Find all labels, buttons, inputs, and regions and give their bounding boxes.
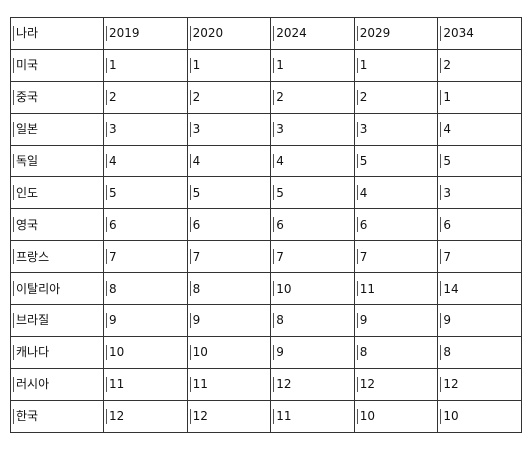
rank-cell: 7 — [186, 240, 272, 274]
rank-cell: 5 — [437, 144, 522, 178]
country-cell: 중국 — [10, 80, 104, 114]
rank-cell: 12 — [186, 399, 272, 433]
rank-cell: 7 — [103, 240, 188, 274]
country-cell: 영국 — [10, 208, 104, 242]
rank-cell: 3 — [437, 176, 522, 210]
rank-cell: 8 — [353, 335, 439, 369]
rank-cell: 2 — [270, 80, 355, 114]
rank-cell: 12 — [270, 367, 355, 401]
header-year-2034: 2034 — [437, 17, 522, 50]
rank-cell: 3 — [186, 112, 272, 146]
table-row: 러시아 11 11 12 12 12 — [10, 367, 522, 401]
rank-cell: 8 — [437, 335, 522, 369]
rank-cell: 4 — [270, 144, 355, 178]
rank-cell: 3 — [270, 112, 355, 146]
country-cell: 한국 — [10, 399, 104, 433]
rank-cell: 7 — [353, 240, 439, 274]
rank-cell: 11 — [353, 272, 439, 306]
rank-cell: 10 — [437, 399, 522, 433]
rank-cell: 12 — [353, 367, 439, 401]
header-year-2020: 2020 — [186, 17, 272, 50]
rank-cell: 8 — [103, 272, 188, 306]
country-cell: 미국 — [10, 48, 104, 82]
table-row: 미국 1 1 1 1 2 — [10, 48, 522, 82]
rank-cell: 8 — [186, 272, 272, 306]
table-row: 프랑스 7 7 7 7 7 — [10, 240, 522, 274]
rank-cell: 7 — [270, 240, 355, 274]
header-year-2029: 2029 — [353, 17, 439, 50]
rank-cell: 2 — [353, 80, 439, 114]
header-country: 나라 — [10, 17, 104, 50]
country-cell: 브라질 — [10, 304, 104, 337]
table-row: 중국 2 2 2 2 1 — [10, 80, 522, 114]
country-cell: 러시아 — [10, 367, 104, 401]
rank-cell: 6 — [186, 208, 272, 242]
table-header-row: 나라 2019 2020 2024 2029 2034 — [10, 17, 522, 50]
rank-cell: 2 — [437, 48, 522, 82]
rank-cell: 11 — [270, 399, 355, 433]
table-row: 캐나다 10 10 9 8 8 — [10, 335, 522, 369]
rank-cell: 12 — [103, 399, 188, 433]
rank-cell: 4 — [103, 144, 188, 178]
table-body: 나라 2019 2020 2024 2029 2034 미국 1 1 1 1 2… — [10, 17, 522, 433]
rank-cell: 5 — [186, 176, 272, 210]
rank-cell: 4 — [353, 176, 439, 210]
rank-cell: 5 — [103, 176, 188, 210]
table-row: 한국 12 12 11 10 10 — [10, 399, 522, 433]
rank-cell: 9 — [437, 304, 522, 337]
header-year-2024: 2024 — [270, 17, 355, 50]
rank-cell: 1 — [353, 48, 439, 82]
rank-cell: 10 — [270, 272, 355, 306]
rank-cell: 1 — [103, 48, 188, 82]
rank-cell: 9 — [186, 304, 272, 337]
rank-cell: 6 — [353, 208, 439, 242]
table-row: 이탈리아 8 8 10 11 14 — [10, 272, 522, 306]
rank-cell: 2 — [103, 80, 188, 114]
country-cell: 인도 — [10, 176, 104, 210]
rank-cell: 1 — [186, 48, 272, 82]
table-row: 인도 5 5 5 4 3 — [10, 176, 522, 210]
rank-cell: 12 — [437, 367, 522, 401]
country-cell: 이탈리아 — [10, 272, 104, 306]
rank-cell: 9 — [103, 304, 188, 337]
rank-cell: 3 — [103, 112, 188, 146]
rank-cell: 1 — [437, 80, 522, 114]
country-cell: 독일 — [10, 144, 104, 178]
rank-cell: 6 — [437, 208, 522, 242]
table-row: 영국 6 6 6 6 6 — [10, 208, 522, 242]
rank-cell: 4 — [437, 112, 522, 146]
rank-cell: 10 — [353, 399, 439, 433]
country-cell: 캐나다 — [10, 335, 104, 369]
rank-cell: 6 — [270, 208, 355, 242]
rank-cell: 4 — [186, 144, 272, 178]
rank-cell: 6 — [103, 208, 188, 242]
rank-cell: 5 — [270, 176, 355, 210]
rank-cell: 7 — [437, 240, 522, 274]
rank-cell: 3 — [353, 112, 439, 146]
country-cell: 일본 — [10, 112, 104, 146]
rank-table: 나라 2019 2020 2024 2029 2034 미국 1 1 1 1 2… — [10, 17, 522, 433]
country-cell: 프랑스 — [10, 240, 104, 274]
rank-cell: 14 — [437, 272, 522, 306]
table-row: 독일 4 4 4 5 5 — [10, 144, 522, 178]
rank-cell: 10 — [186, 335, 272, 369]
table-row: 일본 3 3 3 3 4 — [10, 112, 522, 146]
rank-cell: 1 — [270, 48, 355, 82]
rank-cell: 11 — [186, 367, 272, 401]
rank-cell: 5 — [353, 144, 439, 178]
rank-cell: 9 — [270, 335, 355, 369]
rank-cell: 9 — [353, 304, 439, 337]
header-year-2019: 2019 — [103, 17, 188, 50]
rank-cell: 11 — [103, 367, 188, 401]
rank-cell: 8 — [270, 304, 355, 337]
table-row: 브라질 9 9 8 9 9 — [10, 304, 522, 337]
rank-cell: 2 — [186, 80, 272, 114]
rank-cell: 10 — [103, 335, 188, 369]
